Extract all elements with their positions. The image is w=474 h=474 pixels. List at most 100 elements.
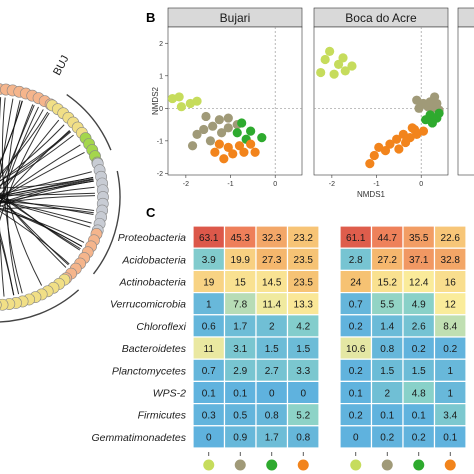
cell-value: 0.3 xyxy=(202,411,216,422)
cell-value: 11 xyxy=(204,344,215,355)
row-label: Firmicutes xyxy=(138,410,187,422)
cell-value: 4.9 xyxy=(412,300,426,311)
cell-value: 3.3 xyxy=(296,366,310,377)
cell-value: 2.6 xyxy=(412,322,426,333)
cell-value: 0.2 xyxy=(349,322,363,333)
data-point xyxy=(199,124,209,135)
data-point xyxy=(374,142,384,152)
row-label: Chloroflexi xyxy=(136,321,186,333)
y-axis-label: NMDS2 xyxy=(151,86,160,115)
data-point xyxy=(347,61,357,71)
data-point xyxy=(208,121,218,131)
data-point xyxy=(369,150,379,161)
circos-group-arc xyxy=(66,94,112,151)
cell-value: 8.4 xyxy=(443,322,457,333)
cell-value: 16 xyxy=(445,277,457,288)
circos-chord xyxy=(0,97,5,297)
data-point xyxy=(201,111,211,122)
y-tick-label: -2 xyxy=(157,171,163,178)
group-key-dot xyxy=(350,459,362,471)
cell-value: 0.8 xyxy=(265,411,279,422)
data-point xyxy=(338,53,348,63)
x-tick-label: -1 xyxy=(227,181,233,188)
circos-chord xyxy=(0,201,95,211)
data-point xyxy=(427,118,437,128)
circos-chord xyxy=(0,119,60,196)
data-point xyxy=(214,139,224,149)
data-point xyxy=(234,141,245,151)
panel-c-label: C xyxy=(146,205,156,220)
cell-value: 22.6 xyxy=(441,233,461,244)
row-label: Gemmatimonadetes xyxy=(91,432,186,444)
cell-value: 12.4 xyxy=(409,277,429,288)
data-point xyxy=(394,144,404,154)
phylum-heatmap: Proteobacteria 63.1 45.3 32.3 23.2 61.1 44.7 35… xyxy=(91,225,467,471)
cell-value: 0.8 xyxy=(296,433,310,444)
circos-group-arc xyxy=(92,170,121,275)
circos-node xyxy=(0,300,2,310)
group-key-dot xyxy=(203,459,215,471)
data-point xyxy=(407,123,417,133)
cell-value: 0.8 xyxy=(380,344,394,355)
circos-chord xyxy=(0,180,94,199)
data-point xyxy=(219,154,229,164)
data-point xyxy=(239,147,249,157)
cell-value: 0.2 xyxy=(349,366,363,377)
circos-chord xyxy=(0,100,23,164)
y-tick-label: 0 xyxy=(159,106,163,113)
row-label: Verrucomicrobia xyxy=(110,299,186,311)
cell-value: 35.5 xyxy=(409,233,429,244)
cell-value: 2.7 xyxy=(265,366,279,377)
data-point xyxy=(430,92,440,102)
data-point xyxy=(167,93,178,104)
data-point xyxy=(192,129,202,139)
data-point xyxy=(237,118,247,128)
cell-value: 1 xyxy=(206,300,212,311)
cell-value: 10.6 xyxy=(346,344,366,355)
cell-value: 23.2 xyxy=(294,233,314,244)
cell-value: 2.9 xyxy=(233,366,247,377)
cell-value: 27.3 xyxy=(262,255,282,266)
circos-chord xyxy=(0,192,95,196)
cell-value: 1.5 xyxy=(296,344,310,355)
cell-value: 45.3 xyxy=(231,233,251,244)
circos-chord xyxy=(0,209,85,243)
panel-title: Bujari xyxy=(220,11,251,25)
circos-chord xyxy=(0,152,85,200)
circos-chord xyxy=(0,98,14,182)
y-tick-label: 2 xyxy=(159,41,163,48)
data-point xyxy=(246,139,256,149)
cell-value: 32.3 xyxy=(262,233,282,244)
data-point xyxy=(228,149,238,159)
cell-value: 0.7 xyxy=(202,366,216,377)
circos-chord xyxy=(0,109,44,180)
data-point xyxy=(246,126,256,136)
cell-value: 3.4 xyxy=(443,411,457,422)
cell-value: 4.2 xyxy=(296,322,310,333)
cell-value: 0 xyxy=(206,433,212,444)
circos-chord xyxy=(0,192,81,251)
data-point xyxy=(214,115,224,125)
circos-chord xyxy=(0,207,94,214)
x-tick-label: -2 xyxy=(329,181,335,188)
cell-value: 0.1 xyxy=(443,433,457,444)
data-point xyxy=(340,66,350,76)
data-point xyxy=(250,147,260,157)
circos-chord xyxy=(0,124,65,182)
cell-value: 63.1 xyxy=(199,233,219,244)
cell-value: 0.1 xyxy=(202,388,216,399)
circos-plot xyxy=(0,83,121,323)
cell-value: 44.7 xyxy=(378,233,398,244)
circos-chord xyxy=(0,104,35,190)
cell-value: 0.2 xyxy=(412,433,426,444)
x-tick-label: 0 xyxy=(273,181,277,188)
cell-value: 0.7 xyxy=(349,300,363,311)
cell-value: 1.7 xyxy=(265,433,279,444)
plot-frame-partial xyxy=(457,26,474,176)
cell-value: 14.5 xyxy=(262,277,282,288)
y-tick-label: -1 xyxy=(157,138,163,145)
row-label: Actinobacteria xyxy=(118,277,186,289)
cell-value: 1.5 xyxy=(412,366,426,377)
cell-value: 19 xyxy=(203,277,215,288)
cell-value: 0.2 xyxy=(349,411,363,422)
